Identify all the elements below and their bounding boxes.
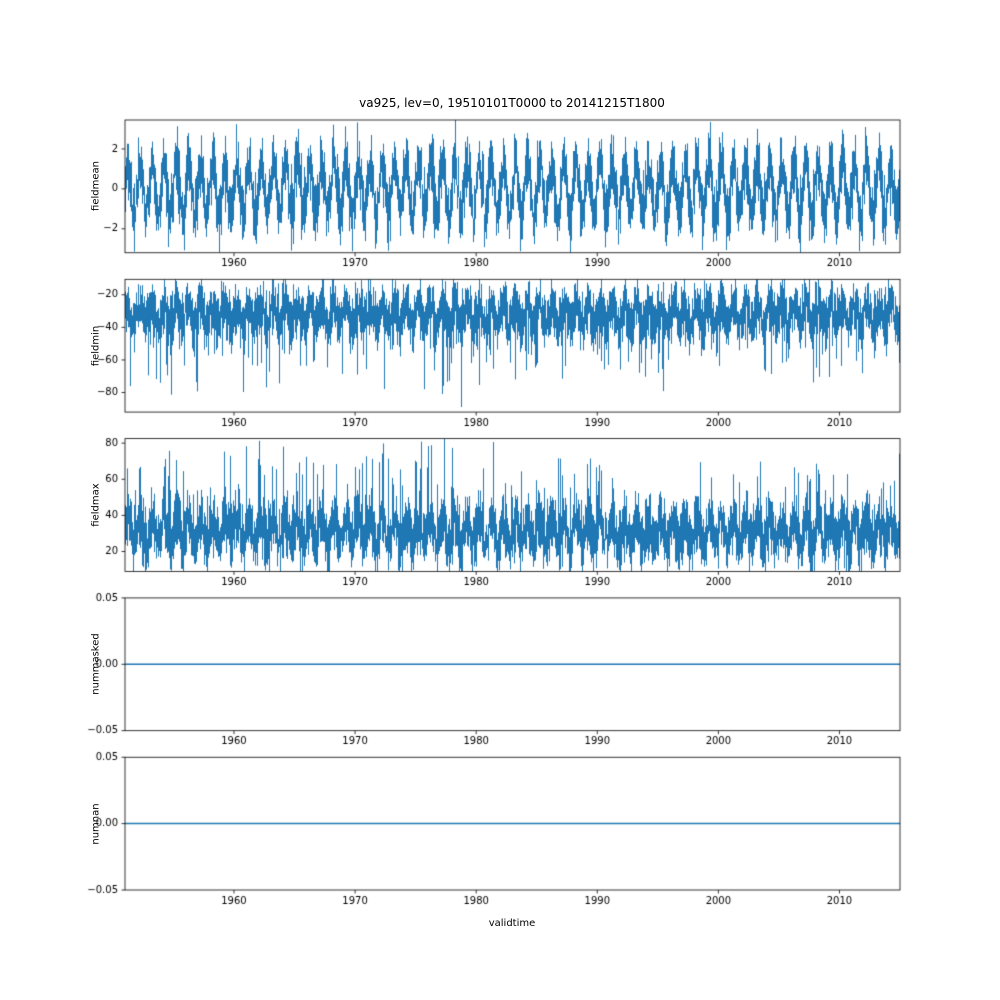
ylabel-numnan: numnan — [90, 803, 102, 845]
ylabel-fieldmax: fieldmax — [90, 483, 102, 527]
x-axis-label: validtime — [488, 918, 536, 929]
ylabel-fieldmean: fieldmean — [90, 161, 102, 211]
chart-title: va925, lev=0, 19510101T0000 to 20141215T… — [359, 96, 665, 110]
ylabel-fieldmin: fieldmin — [90, 325, 102, 367]
ylabel-nummasked: nummasked — [90, 633, 102, 695]
